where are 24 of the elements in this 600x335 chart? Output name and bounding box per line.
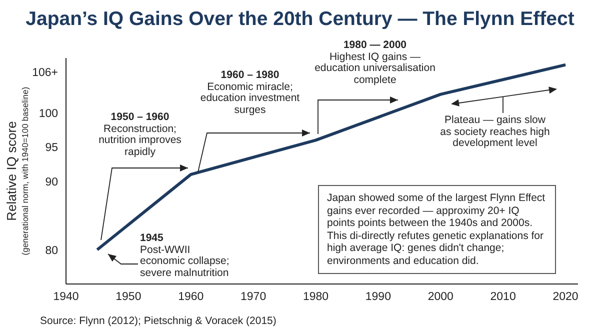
x-tick-label: 1980	[302, 291, 329, 304]
y-tick-label: 80	[45, 244, 58, 257]
y-axis-title: Relative IQ score (generational norm, with 1940=100 baseline)	[4, 86, 30, 256]
annotation: 1960 – 1980 Economic miracle; education investment surges	[199, 69, 301, 116]
annotation: Plateau — gains slow as society reaches high development level	[439, 114, 551, 150]
x-tick-label: 1940	[53, 291, 79, 304]
x-tick-label: 1960	[178, 291, 204, 304]
source-note: Source: Flynn (2012); Pietschnig & Voracek (2015)	[40, 315, 278, 328]
x-tick-label: 2020	[552, 291, 578, 304]
y-tick-label: 100	[38, 108, 58, 120]
x-tick-label: 2000	[428, 291, 454, 304]
y-tick-label: 90	[45, 176, 58, 188]
annotation: 1980 — 2000 Highest IQ gains — education universalisation complete	[314, 39, 436, 86]
x-tick-label: 2010	[490, 291, 516, 304]
chart-title: Japan’s IQ Gains Over the 20th Century — The Flynn Effect	[24, 8, 576, 31]
annotation: 1945 Post-WWII economic collapse; severe malnutrition	[140, 232, 230, 279]
x-tick-label: 1950	[116, 291, 142, 304]
y-tick-label: 95	[45, 142, 58, 154]
annotation: 1950 – 1960 Reconstruction; nutrition improves rapidly	[98, 111, 182, 158]
x-tick-label: 1990	[365, 291, 391, 304]
y-tick-label: 106+	[32, 66, 58, 79]
annotation: Japan showed some of the largest Flynn Effect gains ever recorded — approximy 20+ IQ points points between the 1940s and 2000s. This di-directly refutes genetic explanations for high average IQ: genes didn't change; environments and education did.	[327, 192, 546, 267]
line-series	[96, 63, 568, 252]
x-tick-label: 1970	[240, 291, 266, 304]
